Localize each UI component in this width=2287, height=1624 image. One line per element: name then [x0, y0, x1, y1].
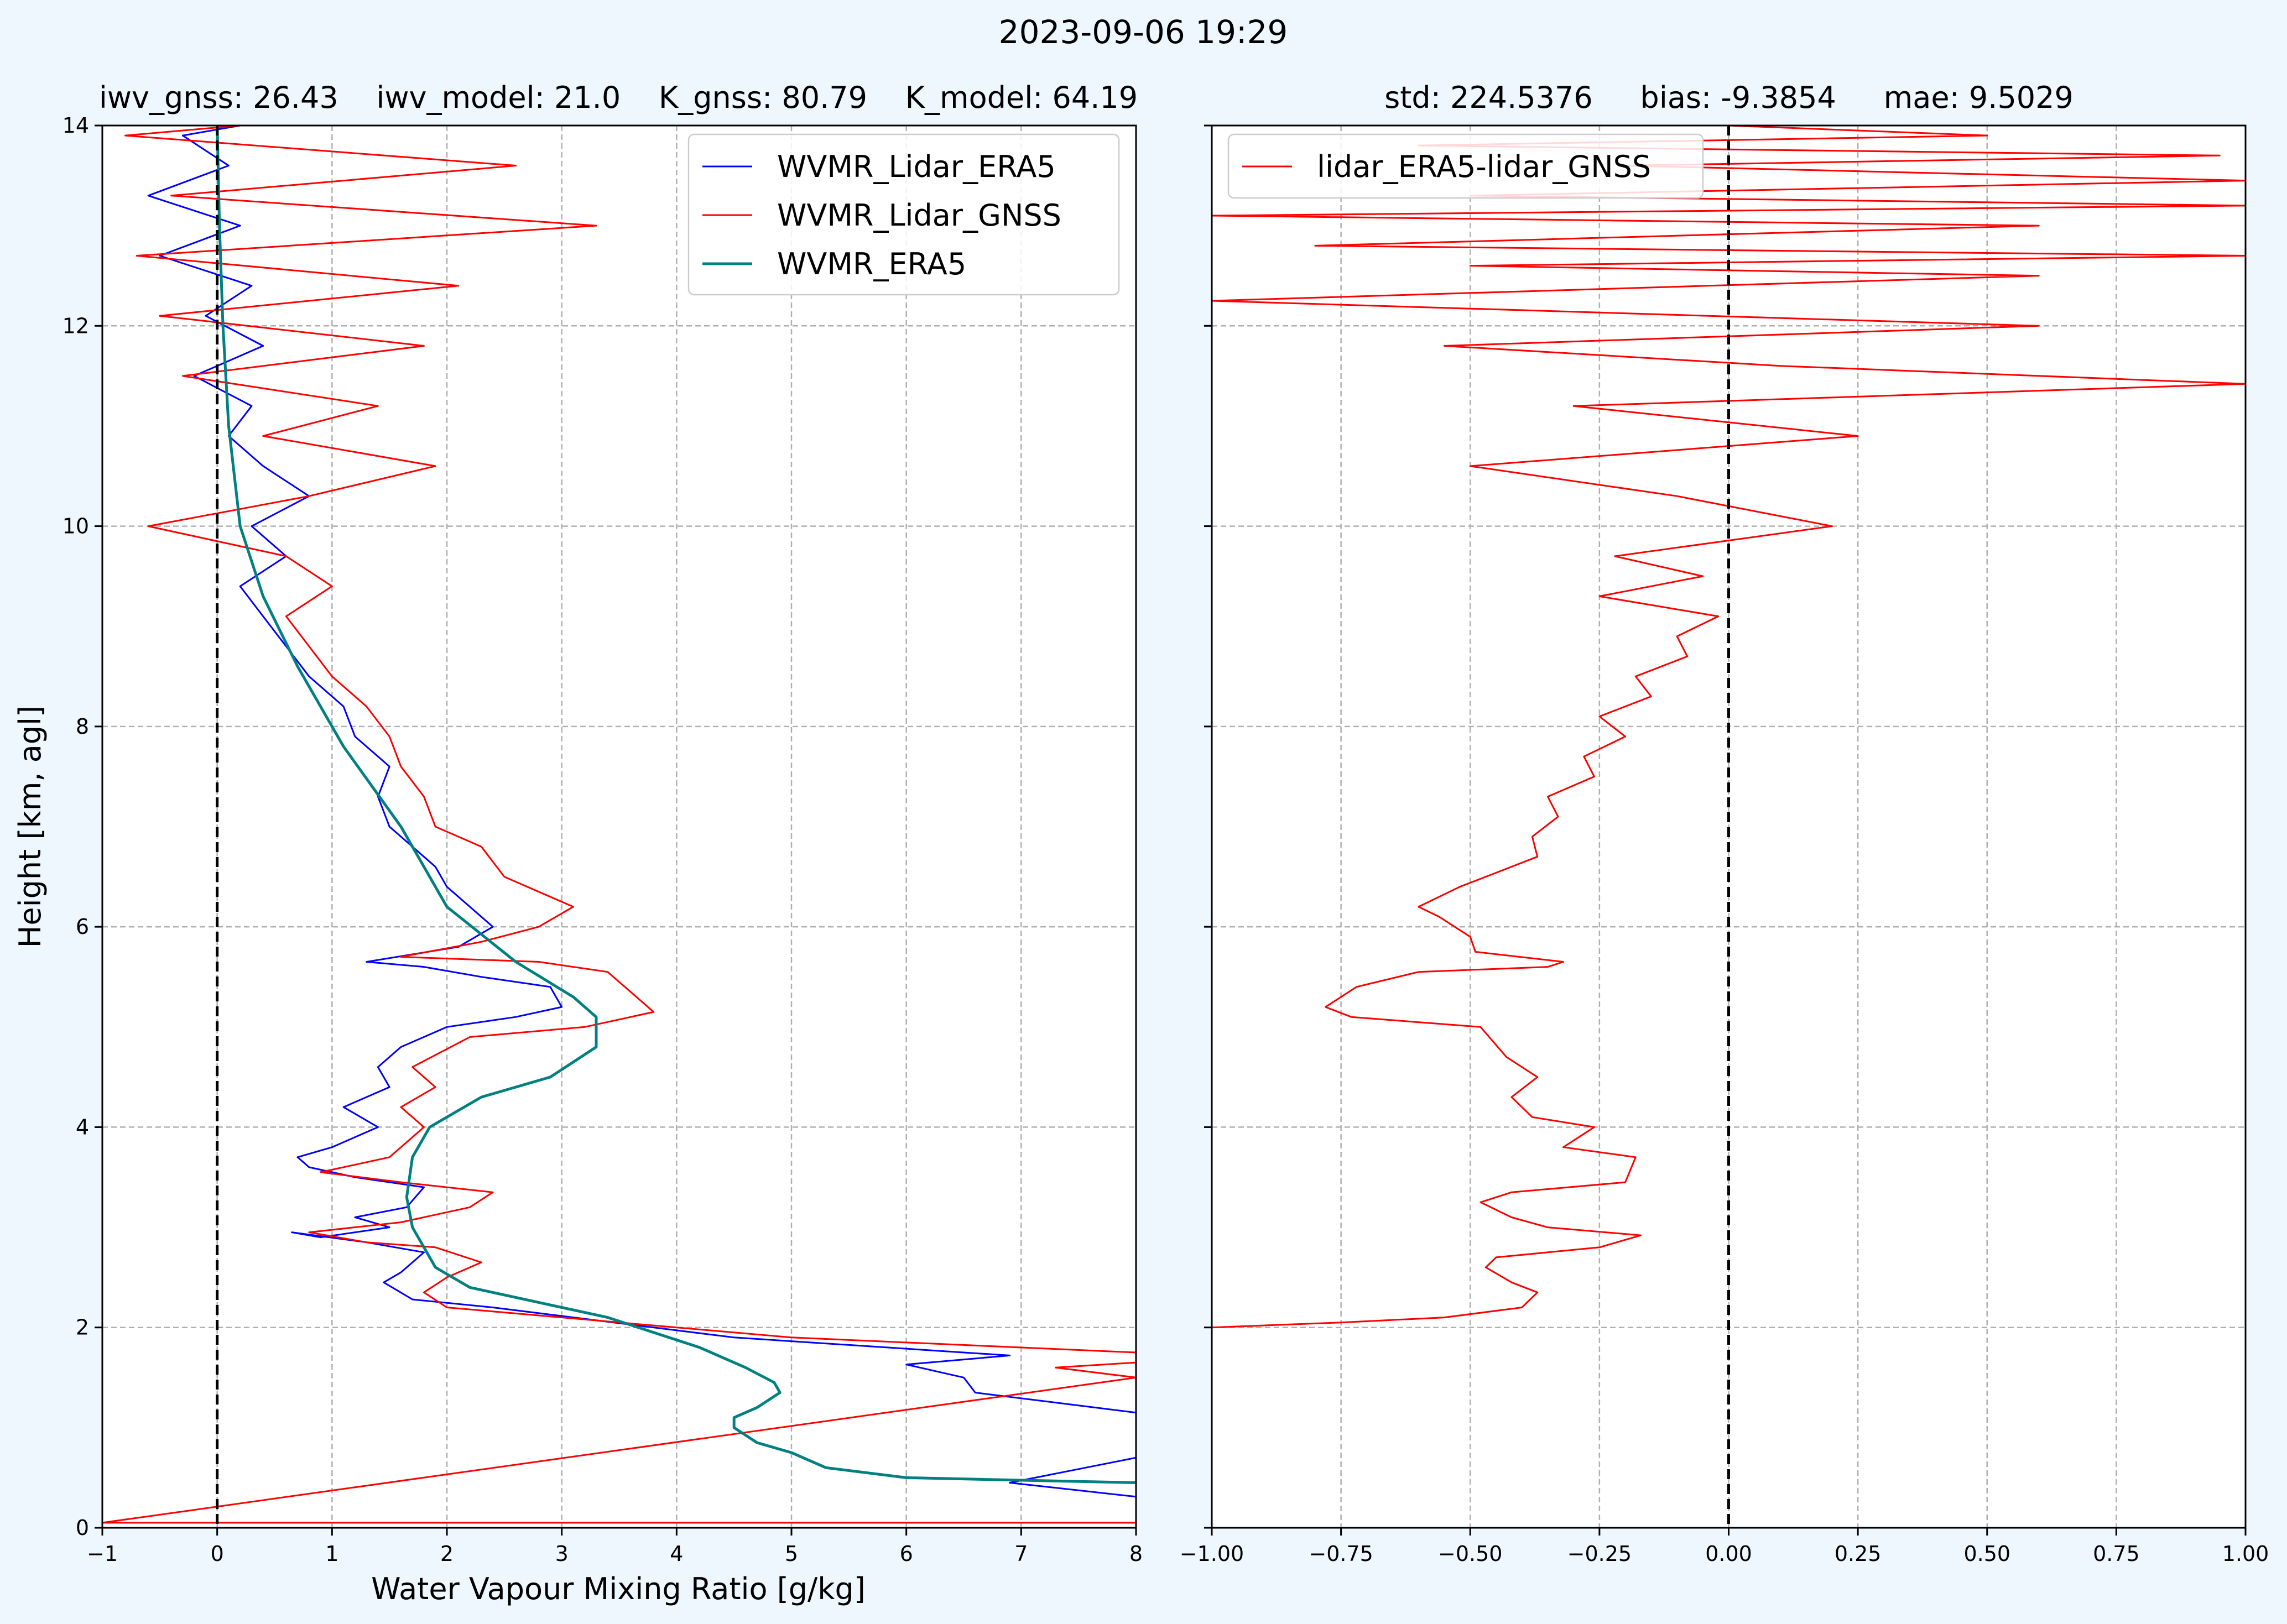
legend-label: WVMR_Lidar_ERA5: [777, 149, 1056, 184]
panel-right: std: 224.5376 bias: -9.3854 mae: 9.5029 …: [1180, 80, 2269, 1566]
y-tick-label: 0: [76, 1516, 89, 1540]
panel-left-legend: WVMR_Lidar_ERA5 WVMR_Lidar_GNSS WVMR_ERA5: [687, 133, 1120, 296]
y-tick-label: 8: [76, 714, 89, 739]
panel-left-plot-area: [102, 126, 1136, 1528]
x-tick-label: 1.00: [2222, 1542, 2269, 1566]
series-line-wvmr-lidar-era5: [147, 124, 1137, 1498]
panel-left-title: iwv_gnss: 26.43 iwv_model: 21.0 K_gnss: …: [99, 80, 1138, 115]
y-tick-label: 10: [62, 514, 89, 539]
panel-right-ticks: −1.00 −0.75 −0.50 −0.25 0.00 0.25 0.50 0.75 1.00: [1180, 124, 2269, 1566]
y-tick-label: 2: [76, 1315, 89, 1340]
x-tick-label: 0.25: [1835, 1542, 1882, 1566]
x-tick-label: 2: [440, 1542, 454, 1566]
x-tick-label: 4: [670, 1542, 683, 1566]
x-tick-label: 0.50: [1963, 1542, 2010, 1566]
x-tick-label: 7: [1014, 1542, 1028, 1566]
x-tick-label: 0.00: [1705, 1542, 1752, 1566]
panel-left-xlabel: Water Vapour Mixing Ratio [g/kg]: [371, 1571, 866, 1606]
x-tick-label: −0.50: [1438, 1542, 1502, 1566]
panel-left: iwv_gnss: 26.43 iwv_model: 21.0 K_gnss: …: [13, 80, 1143, 1606]
x-tick-label: 6: [900, 1542, 913, 1566]
legend-box: [1227, 133, 1704, 199]
x-tick-label: 1: [325, 1542, 338, 1566]
legend-box: [687, 133, 1120, 296]
panel-left-ylabel: Height [km, agl]: [13, 706, 48, 948]
legend-label: WVMR_ERA5: [777, 247, 966, 281]
x-tick-label: −0.75: [1309, 1542, 1373, 1566]
panel-left-frame: [101, 124, 1137, 1529]
panel-right-legend: lidar_ERA5-lidar_GNSS: [1227, 133, 1704, 199]
legend-label: WVMR_Lidar_GNSS: [777, 198, 1061, 233]
panel-right-series: [1211, 124, 2247, 1528]
x-tick-label: 3: [555, 1542, 569, 1566]
x-tick-label: −0.25: [1567, 1542, 1632, 1566]
x-tick-label: 8: [1129, 1542, 1143, 1566]
x-tick-label: 0.75: [2093, 1542, 2140, 1566]
x-tick-label: −1: [87, 1542, 118, 1566]
panel-right-title: std: 224.5376 bias: -9.3854 mae: 9.5029: [1384, 80, 2074, 115]
y-tick-label: 12: [62, 314, 89, 338]
series-line-wvmr-lidar-gnss: [101, 124, 1137, 1524]
series-line-wvmr-era5: [216, 125, 1137, 1484]
series-line-lidar-era5-lidar-gnss: [1211, 124, 2247, 1329]
figure-suptitle: 2023-09-06 19:29: [999, 13, 1288, 51]
y-tick-label: 4: [76, 1115, 89, 1139]
panel-left-grid: [102, 126, 1136, 1528]
y-tick-label: 14: [62, 113, 89, 138]
x-tick-label: −1.00: [1180, 1542, 1244, 1566]
y-tick-label: 6: [76, 915, 89, 939]
x-tick-label: 5: [785, 1542, 798, 1566]
x-tick-label: 0: [211, 1542, 224, 1566]
legend-label: lidar_ERA5-lidar_GNSS: [1317, 149, 1651, 184]
panel-left-series: [101, 124, 1137, 1528]
